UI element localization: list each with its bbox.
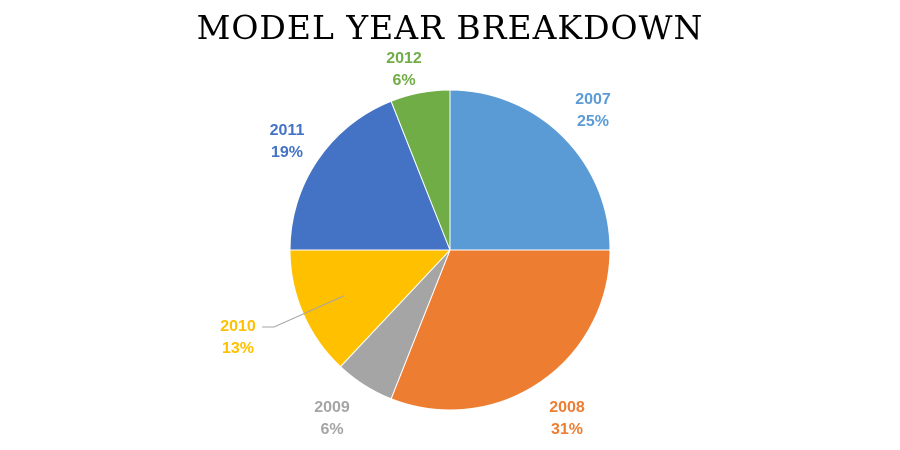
slice-label-year-2011: 2011 bbox=[270, 122, 305, 139]
chart-title: MODEL YEAR BREAKDOWN bbox=[196, 8, 704, 47]
slice-label-percent-2012: 6% bbox=[392, 72, 415, 89]
slice-label-year-2007: 2007 bbox=[575, 91, 611, 108]
slice-label-percent-2011: 19% bbox=[271, 144, 303, 161]
pie-slice-2012 bbox=[390, 89, 451, 251]
pie-slice-2007 bbox=[449, 89, 611, 251]
slice-label-year-2012: 2012 bbox=[386, 50, 422, 67]
slice-label-year-2008: 2008 bbox=[549, 399, 585, 416]
slice-label-year-2010: 2010 bbox=[220, 318, 256, 335]
pie-slice-2011 bbox=[289, 100, 451, 251]
slice-label-percent-2009: 6% bbox=[320, 421, 343, 438]
leader-line-2010 bbox=[262, 295, 345, 328]
slice-label-percent-2007: 25% bbox=[577, 113, 609, 130]
slice-label-year-2009: 2009 bbox=[314, 399, 350, 416]
slice-label-percent-2010: 13% bbox=[222, 340, 254, 357]
pie-slice-2008 bbox=[390, 249, 611, 411]
slice-label-percent-2008: 31% bbox=[551, 421, 583, 438]
